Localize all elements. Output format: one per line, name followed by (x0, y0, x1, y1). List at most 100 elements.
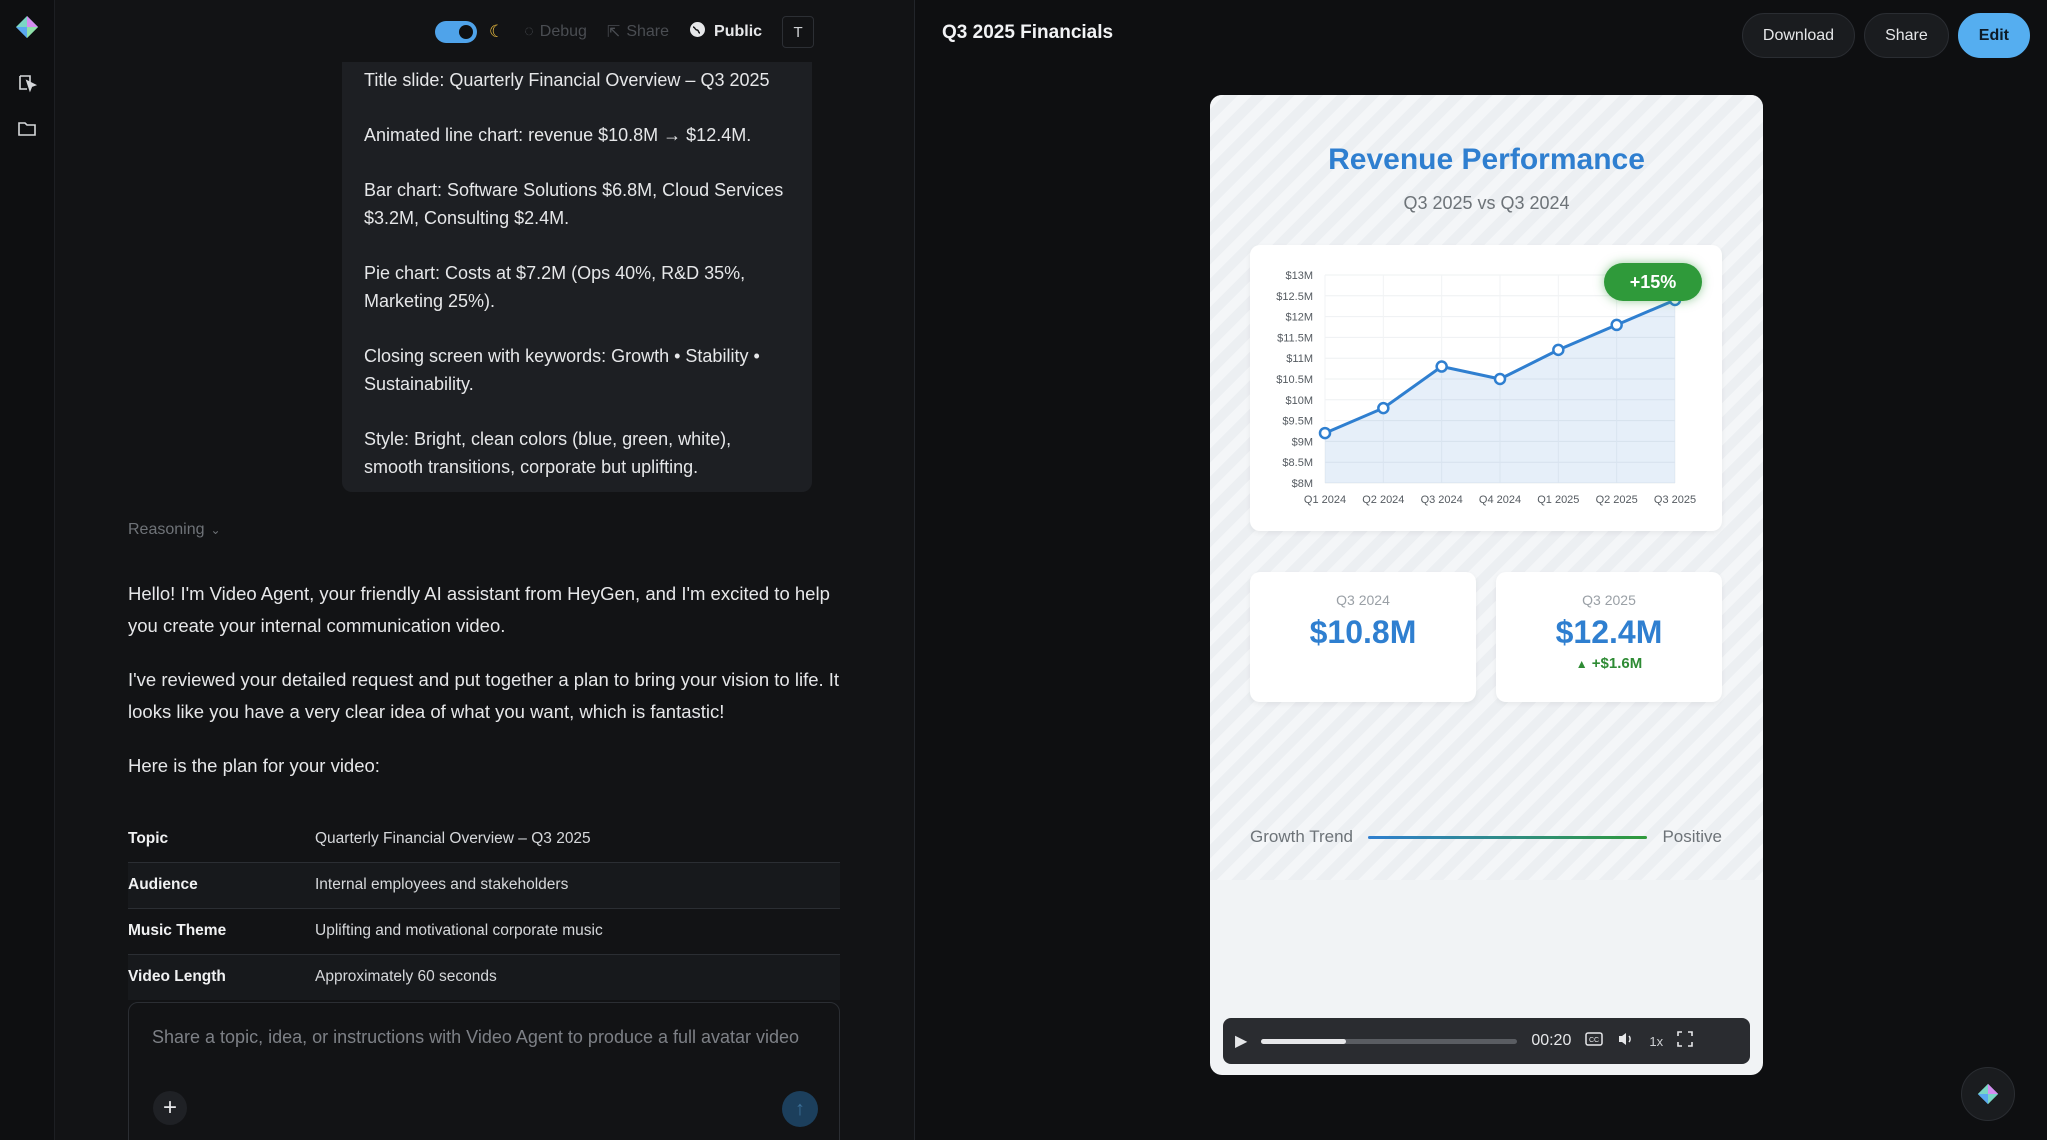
download-button[interactable]: Download (1741, 13, 1856, 58)
y-tick-label: $10M (1285, 395, 1313, 407)
share-chat-button[interactable]: ⇱ Share (607, 22, 669, 42)
chat-panel: ☾ ◌ Debug ⇱ Share Public T Title slide: … (55, 0, 915, 1140)
x-tick-label: Q2 2024 (1362, 494, 1404, 506)
y-tick-label: $8M (1292, 478, 1313, 490)
debug-icon: ◌ (524, 23, 534, 40)
heygen-logo-icon (1977, 1083, 1999, 1105)
globe-icon (689, 21, 706, 43)
share-chat-label: Share (626, 23, 670, 40)
plan-value: Quarterly Financial Overview – Q3 2025 (315, 829, 591, 847)
edit-button[interactable]: Edit (1957, 13, 2030, 58)
table-row: Video Length Approximately 60 seconds (128, 954, 840, 1000)
folder-icon[interactable] (14, 115, 40, 141)
fullscreen-icon[interactable] (1677, 1030, 1693, 1052)
plan-key: Video Length (128, 968, 226, 986)
y-tick-label: $12.5M (1276, 291, 1313, 303)
moon-icon[interactable]: ☾ (489, 22, 505, 41)
series-area (1325, 299, 1675, 483)
captions-icon[interactable]: CC (1585, 1031, 1604, 1051)
x-tick-label: Q2 2025 (1596, 494, 1638, 506)
player-controls: ▶ 00:20 CC 1x (1223, 1018, 1750, 1064)
data-point (1552, 343, 1565, 357)
progress-fill (1261, 1038, 1346, 1044)
agent-fab-button[interactable] (1961, 1067, 2015, 1121)
x-tick-label: Q3 2024 (1421, 494, 1463, 506)
table-row: Audience Internal employees and stakehol… (128, 862, 840, 908)
video-frame: Revenue Performance Q3 2025 vs Q3 2024 $… (1210, 95, 1763, 880)
preview-title: Q3 2025 Financials (942, 22, 1114, 43)
y-tick-label: $11.5M (1277, 332, 1313, 344)
x-tick-label: Q1 2025 (1537, 494, 1579, 506)
table-row: Music Theme Uplifting and motivational c… (128, 908, 840, 954)
plan-value: Internal employees and stakeholders (315, 876, 569, 893)
add-attachment-button[interactable]: + (153, 1091, 187, 1125)
growth-trend: Growth Trend Positive (1250, 827, 1722, 847)
debug-label: Debug (539, 23, 587, 40)
stat-value: $12.4M (1555, 614, 1663, 650)
public-button[interactable]: Public (689, 21, 762, 43)
slide-subtitle: Q3 2025 vs Q3 2024 (1403, 193, 1570, 213)
assistant-paragraph: I've reviewed your detailed request and … (128, 669, 840, 722)
video-player[interactable]: Revenue Performance Q3 2025 vs Q3 2024 $… (1210, 95, 1763, 1075)
slide-title: Revenue Performance (1328, 143, 1645, 176)
x-tick-label: Q1 2024 (1304, 494, 1346, 506)
public-label: Public (714, 23, 763, 40)
theme-toggle[interactable] (435, 21, 477, 43)
reasoning-toggle[interactable]: Reasoning ⌄ (128, 521, 221, 539)
send-button[interactable]: ↑ (782, 1091, 818, 1127)
assistant-paragraph: Hello! I'm Video Agent, your friendly AI… (128, 583, 830, 636)
stat-delta: ▲ +$1.6M (1496, 655, 1722, 672)
growth-badge: +15% (1604, 263, 1702, 301)
chat-topbar: ☾ ◌ Debug ⇱ Share Public T (435, 14, 815, 50)
x-tick-label: Q3 2025 (1654, 494, 1696, 506)
preview-actions: Download Share Edit (1741, 13, 2030, 58)
x-tick-label: Q4 2024 (1479, 494, 1521, 506)
y-tick-label: $9M (1292, 436, 1313, 448)
user-message-line: Animated line chart: revenue $10.8M → $1… (364, 125, 752, 145)
y-tick-label: $8.5M (1282, 457, 1313, 469)
svg-text:CC: CC (1589, 1037, 1599, 1044)
user-message-line: Style: Bright, clean colors (blue, green… (364, 429, 732, 477)
video-play-icon[interactable] (14, 69, 40, 95)
user-message-line: Pie chart: Costs at $7.2M (Ops 40%, R&D … (364, 263, 746, 311)
plan-key: Topic (128, 829, 169, 847)
plan-table: Topic Quarterly Financial Overview – Q3 … (128, 816, 840, 1000)
user-message-line: Title slide: Quarterly Financial Overvie… (364, 70, 770, 90)
revenue-chart-card: $13M $12.5M $12M $11.5M $11M $10.5M $10M $9.5M $… (1250, 245, 1722, 531)
user-message-line: Closing screen with keywords: Growth • S… (364, 346, 760, 394)
stat-label: Q3 2024 (1336, 592, 1390, 608)
data-point (1610, 318, 1623, 332)
stat-value: $10.8M (1309, 614, 1417, 650)
plan-value: Uplifting and motivational corporate mus… (315, 922, 603, 939)
heygen-logo-icon[interactable] (14, 14, 40, 40)
assistant-paragraph: Here is the plan for your video: (128, 755, 380, 776)
stat-delta-value: +$1.6M (1591, 655, 1643, 672)
time-display: 00:20 (1531, 1032, 1572, 1049)
stat-label: Q3 2025 (1582, 592, 1636, 608)
plus-icon: + (162, 1094, 177, 1121)
stat-card-q3-2024: Q3 2024 $10.8M (1250, 572, 1476, 702)
share-button[interactable]: Share (1864, 13, 1949, 58)
play-icon[interactable]: ▶ (1235, 1033, 1248, 1050)
debug-button[interactable]: ◌ Debug (524, 23, 587, 41)
plan-value: Approximately 60 seconds (315, 968, 497, 986)
table-row: Topic Quarterly Financial Overview – Q3 … (128, 816, 840, 862)
progress-bar[interactable] (1261, 1038, 1518, 1044)
user-message-line: Bar chart: Software Solutions $6.8M, Clo… (364, 180, 784, 228)
user-avatar[interactable]: T (782, 16, 815, 48)
arrow-up-icon: ↑ (795, 1097, 805, 1120)
share-icon: ⇱ (606, 24, 621, 41)
prompt-input[interactable] (152, 1027, 822, 1048)
data-point (1318, 426, 1332, 440)
y-tick-label: $9.5M (1282, 416, 1313, 428)
plan-key: Audience (128, 876, 198, 893)
y-tick-label: $12M (1285, 312, 1313, 324)
data-point (1493, 372, 1507, 386)
trend-label: Growth Trend (1250, 827, 1353, 846)
speed-button[interactable]: 1x (1649, 1033, 1664, 1049)
data-point (1435, 360, 1448, 373)
triangle-up-icon: ▲ (1575, 657, 1588, 671)
trend-line (1368, 835, 1648, 839)
volume-icon[interactable] (1617, 1031, 1635, 1052)
reasoning-label: Reasoning (128, 521, 205, 538)
